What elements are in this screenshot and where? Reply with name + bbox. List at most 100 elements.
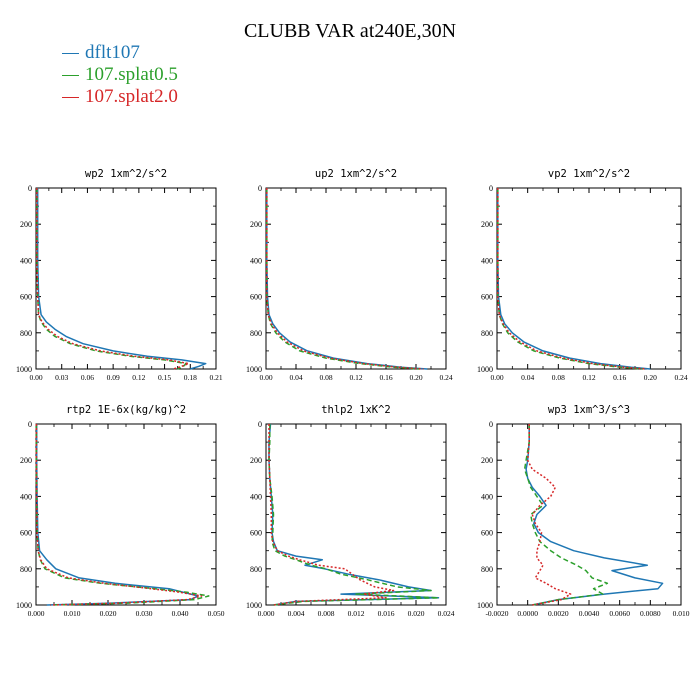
x-tick-label: 0.08 <box>552 373 565 382</box>
x-tick-label: 0.030 <box>136 609 153 618</box>
x-tick-label: 0.04 <box>521 373 534 382</box>
y-tick-label: 400 <box>250 492 262 501</box>
series-line-dflt107 <box>266 188 428 370</box>
x-tick-label: 0.03 <box>55 373 68 382</box>
y-tick-label: 800 <box>250 329 262 338</box>
x-tick-label: 0.004 <box>288 609 305 618</box>
x-tick-label: 0.050 <box>208 609 225 618</box>
y-tick-label: 800 <box>481 329 493 338</box>
x-tick-label: 0.08 <box>319 373 332 382</box>
series-line-107-splat2-0 <box>497 188 647 370</box>
y-tick-label: 800 <box>20 565 32 574</box>
y-tick-label: 400 <box>481 492 493 501</box>
y-tick-label: 400 <box>250 256 262 265</box>
x-tick-label: 0.00 <box>29 373 42 382</box>
y-tick-label: 0 <box>28 420 32 429</box>
y-tick-label: 1000 <box>477 601 493 610</box>
x-tick-label: 0.008 <box>318 609 335 618</box>
panel-title: wp3 1xm^3/s^3 <box>548 404 630 416</box>
series-line-107-splat2-0 <box>36 188 190 370</box>
y-tick-label: 600 <box>20 293 32 302</box>
series-line-107-splat0-5 <box>35 424 210 606</box>
y-tick-label: 1000 <box>246 365 262 374</box>
x-tick-label: 0.15 <box>158 373 171 382</box>
y-tick-label: 200 <box>20 220 32 229</box>
y-tick-label: 800 <box>250 565 262 574</box>
panel-title: rtp2 1E-6x(kg/kg)^2 <box>66 404 186 416</box>
y-tick-label: 600 <box>20 529 32 538</box>
panel-title: wp2 1xm^2/s^2 <box>85 168 167 180</box>
x-tick-label: 0.012 <box>348 609 365 618</box>
y-tick-label: 600 <box>250 293 262 302</box>
y-tick-label: 0 <box>258 184 262 193</box>
plot-frame <box>496 423 682 606</box>
legend-label: 107.splat0.5 <box>85 64 178 85</box>
x-tick-label: 0.16 <box>613 373 626 382</box>
x-tick-label: 0.20 <box>644 373 657 382</box>
panel-title: thlp2 1xK^2 <box>321 404 391 416</box>
y-tick-label: 600 <box>250 529 262 538</box>
x-tick-label: 0.06 <box>81 373 94 382</box>
x-tick-label: 0.12 <box>132 373 145 382</box>
series-line-dflt107 <box>268 423 440 606</box>
series-line-107-splat0-5 <box>523 424 609 606</box>
x-tick-label: 0.0080 <box>640 609 661 618</box>
x-tick-label: 0.24 <box>674 373 687 382</box>
legend-swatch <box>62 52 79 54</box>
legend-label: dflt107 <box>85 42 140 63</box>
y-tick-label: 800 <box>481 565 493 574</box>
x-tick-label: 0.0060 <box>609 609 630 618</box>
series-line-dflt107 <box>525 424 664 606</box>
y-tick-label: 0 <box>489 420 493 429</box>
plot-frame <box>265 423 447 606</box>
y-tick-label: 600 <box>481 293 493 302</box>
y-tick-label: 800 <box>20 329 32 338</box>
series-line-107-splat2-0 <box>266 188 424 370</box>
x-tick-label: 0.0040 <box>579 609 600 618</box>
x-tick-label: -0.0020 <box>485 609 508 618</box>
x-tick-label: 0.010 <box>64 609 81 618</box>
x-tick-label: 0.020 <box>100 609 117 618</box>
panel-title: vp2 1xm^2/s^2 <box>548 168 630 180</box>
x-tick-label: 0.20 <box>409 373 422 382</box>
y-tick-label: 400 <box>481 256 493 265</box>
x-tick-label: 0.00 <box>490 373 503 382</box>
series-line-107-splat0-5 <box>36 188 187 370</box>
y-tick-label: 200 <box>250 220 262 229</box>
y-tick-label: 200 <box>250 456 262 465</box>
x-tick-label: 0.12 <box>582 373 595 382</box>
plot-frame <box>265 187 447 370</box>
y-tick-label: 0 <box>28 184 32 193</box>
panel-title: up2 1xm^2/s^2 <box>315 168 397 180</box>
x-tick-label: 0.016 <box>378 609 395 618</box>
x-tick-label: 0.09 <box>107 373 120 382</box>
y-tick-label: 0 <box>258 420 262 429</box>
legend-swatch <box>62 96 79 98</box>
y-tick-label: 600 <box>481 529 493 538</box>
series-line-107-splat0-5 <box>268 424 440 606</box>
chart-panel-4: rtp2 1E-6x(kg/kg)^2 0 200 400 600 800 10000.00… <box>16 404 225 618</box>
x-tick-label: 0.24 <box>439 373 452 382</box>
x-tick-label: 0.010 <box>673 609 690 618</box>
chart-panel-6: wp3 1xm^3/s^3 0 200 400 600 800 1000-0.0020 0.0… <box>477 404 690 618</box>
y-tick-label: 400 <box>20 256 32 265</box>
series-line-107-splat2-0 <box>526 424 572 606</box>
x-tick-label: 0.0000 <box>517 609 538 618</box>
legend-label: 107.splat2.0 <box>85 86 178 107</box>
y-tick-label: 1000 <box>16 601 32 610</box>
series-line-dflt107 <box>36 188 207 370</box>
y-tick-label: 0 <box>489 184 493 193</box>
x-tick-label: 0.16 <box>379 373 392 382</box>
legend: dflt107 107.splat0.5 107.splat2.0 <box>62 42 178 108</box>
series-line-107-splat2-0 <box>268 424 395 606</box>
legend-swatch <box>62 74 79 76</box>
y-tick-label: 1000 <box>477 365 493 374</box>
x-tick-label: 0.000 <box>28 609 45 618</box>
legend-item-splat0-5: 107.splat0.5 <box>62 64 178 86</box>
x-tick-label: 0.040 <box>172 609 189 618</box>
y-tick-label: 1000 <box>246 601 262 610</box>
